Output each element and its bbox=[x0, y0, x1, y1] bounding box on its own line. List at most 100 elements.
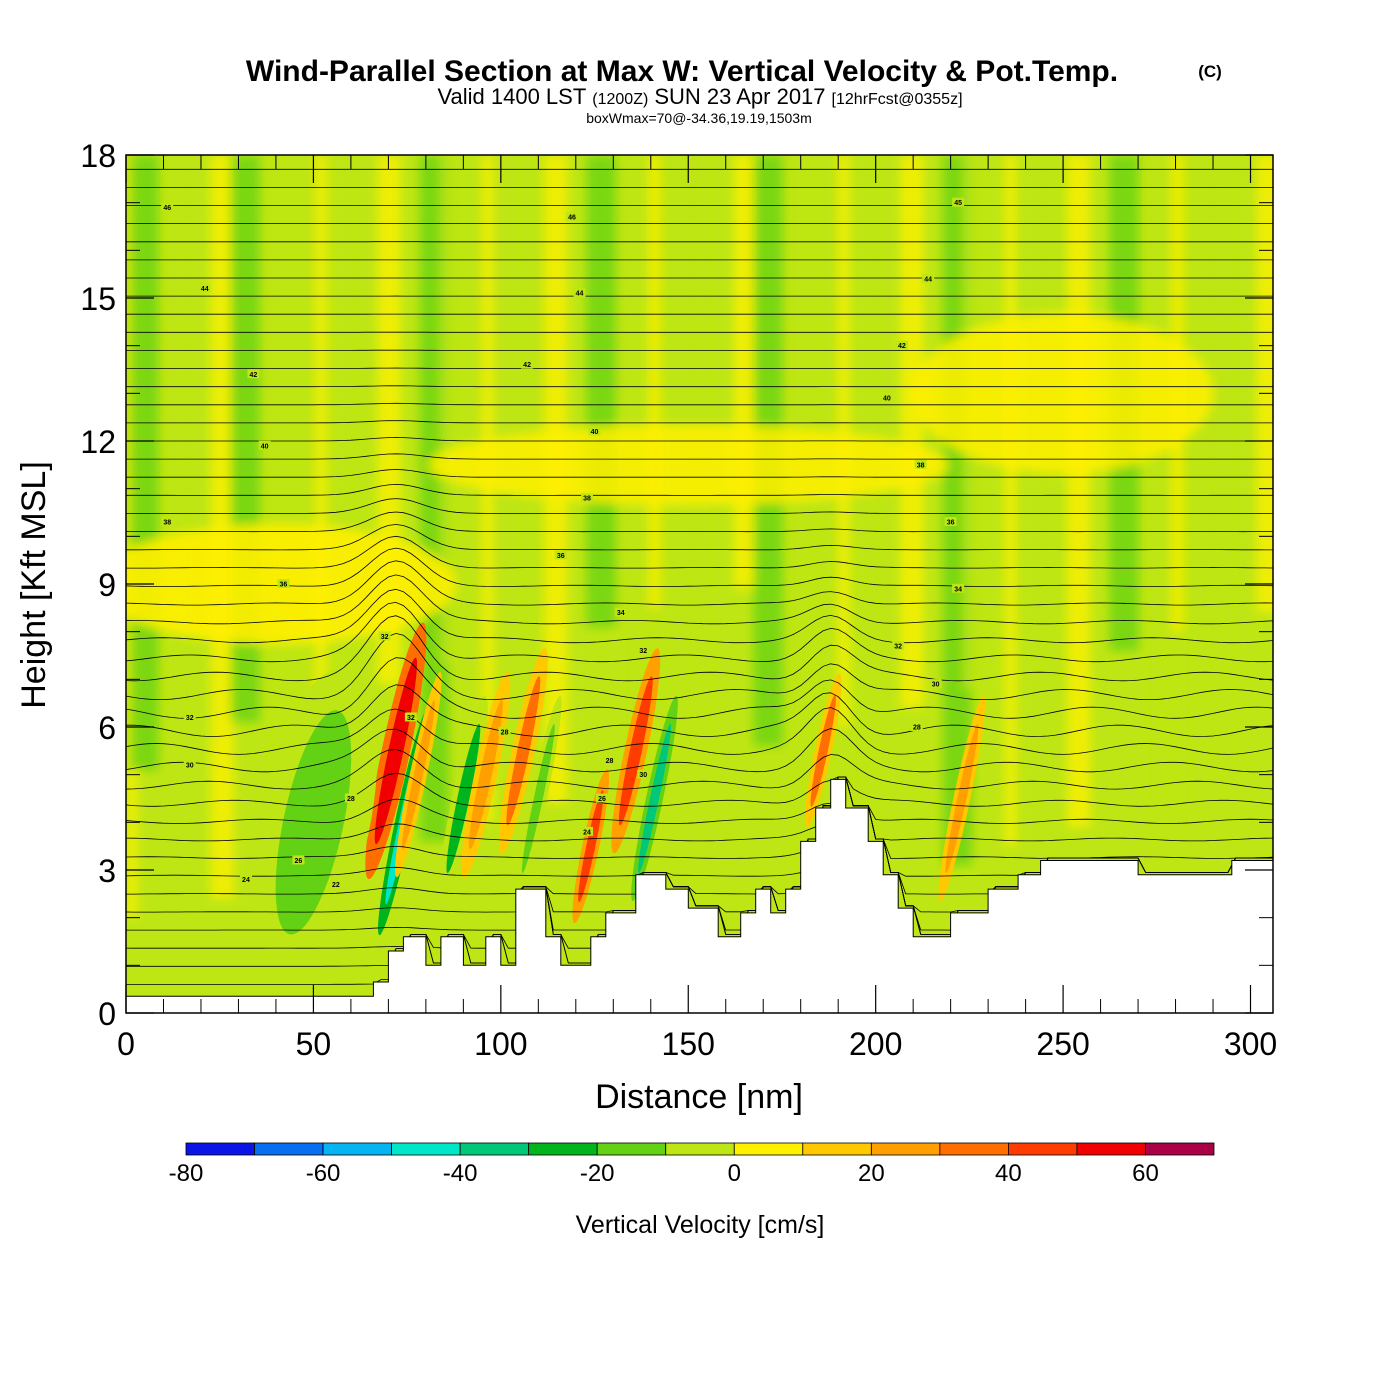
colorbar-swatch bbox=[1076, 1142, 1146, 1156]
contour-label-bg bbox=[596, 793, 609, 803]
contour-label: 45 bbox=[952, 197, 965, 207]
y-tick-label: 6 bbox=[98, 710, 116, 746]
velocity-band bbox=[1256, 155, 1273, 613]
y-tick-label: 18 bbox=[80, 138, 116, 174]
velocity-band bbox=[1067, 155, 1091, 828]
contour-label: 40 bbox=[258, 440, 271, 450]
contour-label-bg bbox=[880, 393, 893, 403]
colorbar-tick-label: 40 bbox=[995, 1160, 1022, 1187]
forecast-info: [12hrFcst@0355z] bbox=[832, 91, 963, 108]
contour-label: 22 bbox=[329, 879, 342, 889]
downdraft-core bbox=[638, 723, 671, 874]
contour-label-bg bbox=[637, 645, 650, 655]
colorbar-swatch bbox=[1145, 1142, 1215, 1156]
contour-label-text: 32 bbox=[639, 648, 647, 655]
contour-label-text: 38 bbox=[917, 462, 925, 469]
contour-label-text: 36 bbox=[557, 553, 565, 560]
velocity-band bbox=[1004, 155, 1017, 847]
contour-label-text: 28 bbox=[606, 758, 614, 765]
contour-label: 30 bbox=[183, 760, 196, 770]
contour-label: 30 bbox=[637, 769, 650, 779]
velocity-band bbox=[648, 155, 661, 608]
contour-label: 24 bbox=[239, 874, 252, 884]
contour-label-text: 28 bbox=[347, 796, 355, 803]
x-tick-label: 300 bbox=[1224, 1026, 1277, 1062]
contour-label-bg bbox=[329, 879, 342, 889]
valid-prefix: Valid 1400 LST bbox=[437, 84, 586, 109]
contour-label-text: 30 bbox=[639, 772, 647, 779]
theta-contour bbox=[126, 469, 1273, 478]
contour-label-bg bbox=[603, 755, 616, 765]
contour-label-bg bbox=[521, 359, 534, 369]
contour-label: 34 bbox=[614, 607, 627, 617]
contour-label-bg bbox=[895, 340, 908, 350]
colorbar-title: Vertical Velocity [cm/s] bbox=[576, 1211, 825, 1239]
contour-label: 28 bbox=[344, 793, 357, 803]
contour-label-text: 36 bbox=[947, 520, 955, 527]
contour-label: 40 bbox=[880, 393, 893, 403]
contour-label: 32 bbox=[637, 645, 650, 655]
contour-label-text: 32 bbox=[894, 643, 902, 650]
colorbar: -80 -60 -40 -20 0 20 40 60 bbox=[169, 1142, 1215, 1187]
contour-label: 28 bbox=[498, 726, 511, 736]
contour-label-bg bbox=[581, 826, 594, 836]
x-tick-label: 50 bbox=[296, 1026, 332, 1062]
contour-label-text: 30 bbox=[932, 682, 940, 689]
x-axis: 0 50 100 150 200 250 300 bbox=[117, 155, 1277, 1062]
updraft-core bbox=[810, 694, 836, 807]
theta-contour bbox=[126, 367, 1273, 369]
contour-label-bg bbox=[944, 517, 957, 527]
colorbar-tick-label: 60 bbox=[1132, 1160, 1159, 1187]
theta-contour bbox=[126, 574, 1273, 625]
updraft-core bbox=[401, 700, 435, 850]
colorbar-swatch bbox=[870, 1142, 941, 1156]
x-tick-label: 100 bbox=[474, 1026, 527, 1062]
contour-label: 36 bbox=[944, 517, 957, 527]
contour-label-text: 30 bbox=[186, 763, 194, 770]
contour-label-text: 32 bbox=[186, 715, 194, 722]
contour-label-text: 34 bbox=[617, 610, 625, 617]
contour-label-text: 34 bbox=[954, 586, 962, 593]
colorbar-swatch bbox=[528, 1142, 598, 1156]
contour-label-text: 38 bbox=[163, 520, 171, 527]
theta-contour bbox=[126, 776, 1273, 842]
colorbar-swatch bbox=[939, 1142, 1009, 1156]
contour-label-bg bbox=[161, 517, 174, 527]
contour-label-text: 28 bbox=[913, 725, 921, 732]
theta-contour bbox=[126, 498, 1273, 514]
contour-label: 36 bbox=[277, 579, 290, 589]
theta-contour bbox=[126, 511, 1273, 533]
contour-label: 42 bbox=[247, 369, 260, 379]
contour-label-text: 28 bbox=[501, 729, 509, 736]
x-tick-label: 0 bbox=[117, 1026, 135, 1062]
contour-label-text: 42 bbox=[898, 343, 906, 350]
colorbar-swatch bbox=[596, 1142, 667, 1156]
updraft-core bbox=[945, 723, 979, 874]
contour-label-text: 40 bbox=[883, 396, 891, 403]
contour-label-bg bbox=[404, 712, 417, 722]
contour-label-text: 45 bbox=[954, 200, 962, 207]
velocity-region bbox=[913, 313, 1214, 474]
valid-date: SUN 23 Apr 2017 bbox=[654, 84, 825, 109]
contour-label-bg bbox=[588, 426, 601, 436]
y-tick-label: 15 bbox=[80, 281, 116, 317]
contour-label-text: 32 bbox=[381, 634, 389, 641]
x-axis-label: Distance [nm] bbox=[595, 1078, 803, 1116]
contour-label-bg bbox=[292, 855, 305, 865]
theta-contour bbox=[126, 483, 1273, 496]
theta-contour bbox=[126, 601, 1273, 663]
contour-label-bg bbox=[892, 640, 905, 650]
contour-label-bg bbox=[198, 283, 211, 293]
colorbar-swatch bbox=[665, 1142, 735, 1156]
velocity-band bbox=[129, 155, 159, 770]
contour-label: 38 bbox=[914, 459, 927, 469]
contour-label: 26 bbox=[596, 793, 609, 803]
contour-label-bg bbox=[161, 202, 174, 212]
contour-label-text: 38 bbox=[583, 496, 591, 503]
contour-label-text: 40 bbox=[261, 443, 269, 450]
contour-label: 32 bbox=[404, 712, 417, 722]
contour-label: 38 bbox=[161, 517, 174, 527]
theta-contours bbox=[126, 168, 1273, 985]
